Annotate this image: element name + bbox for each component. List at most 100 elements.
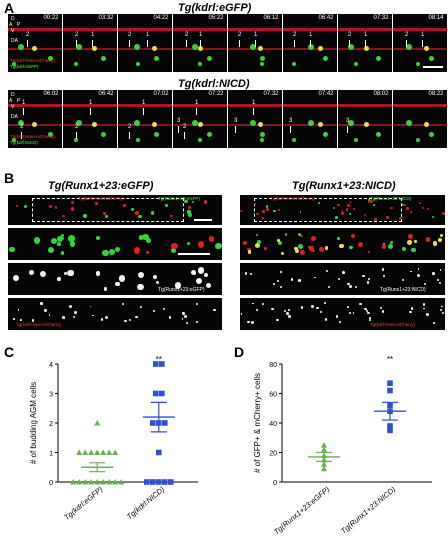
cell-blob bbox=[357, 242, 363, 248]
cell-blob bbox=[257, 240, 262, 245]
panel-b-left-gfp-zoom: Tg(Runx1+23:eGFP) bbox=[8, 263, 222, 295]
cell-blob bbox=[101, 56, 106, 61]
cell-blob bbox=[438, 282, 441, 285]
cell-blob bbox=[74, 62, 78, 66]
cell-blob bbox=[76, 44, 82, 50]
cell-blob bbox=[186, 242, 190, 246]
cell-blob bbox=[335, 216, 338, 219]
cell-blob bbox=[250, 120, 256, 126]
da-label: DA bbox=[11, 38, 18, 44]
cell-blob bbox=[206, 282, 212, 288]
cell-blob bbox=[277, 208, 280, 211]
cell-blob bbox=[168, 315, 172, 319]
cell-blob bbox=[324, 302, 327, 305]
timestamp: 07:22 bbox=[208, 91, 224, 97]
orientation-p: P bbox=[17, 98, 21, 104]
data-point-triangle bbox=[88, 449, 95, 455]
cell-blob bbox=[335, 315, 339, 318]
cell-blob bbox=[100, 317, 104, 321]
cell-blob bbox=[368, 317, 371, 320]
cell-blob bbox=[135, 315, 139, 319]
panel-b-left-mcherry-zoom: Tg(kdrl:Hras-mCherry) bbox=[8, 298, 222, 330]
cell-blob bbox=[288, 315, 291, 318]
data-point-triangle bbox=[76, 449, 83, 455]
cell-blob bbox=[406, 44, 412, 50]
cell-blob bbox=[406, 207, 409, 210]
y-tick-label: 80 bbox=[269, 362, 277, 369]
cell-blob bbox=[431, 272, 435, 275]
timestamp: 07:32 bbox=[373, 15, 389, 21]
x-category-label: Tg(kdrl:NICD) bbox=[125, 484, 167, 521]
cell-number-label: 1 bbox=[195, 100, 199, 106]
cell-blob bbox=[13, 274, 20, 281]
y-tick-label: 2 bbox=[49, 421, 53, 428]
data-point-triangle bbox=[94, 479, 101, 485]
cell-blob bbox=[264, 246, 267, 250]
cell-blob bbox=[385, 215, 389, 219]
panel-c-chart: 0 1 2 3 4 # of budding AGM cells Tg(kdrl:eGFP)… bbox=[29, 355, 198, 522]
cell-blob bbox=[294, 246, 299, 251]
timelapse-frame: 06:42 2 1 bbox=[283, 14, 337, 72]
cell-blob bbox=[379, 306, 383, 310]
cell-blob bbox=[328, 285, 331, 289]
cell-blob bbox=[337, 236, 341, 240]
cell-blob bbox=[319, 247, 324, 252]
cell-blob bbox=[341, 271, 345, 274]
cell-blob bbox=[195, 277, 202, 285]
cell-blob bbox=[40, 270, 46, 277]
vessel-line bbox=[228, 104, 282, 107]
data-point-square bbox=[162, 479, 168, 485]
cell-blob bbox=[43, 308, 47, 312]
panel-b-right-title: Tg(Runx1+23:NICD) bbox=[292, 180, 396, 192]
zoom-box bbox=[254, 198, 402, 222]
cell-blob bbox=[423, 283, 426, 286]
data-point-triangle bbox=[118, 479, 125, 485]
vessel-line bbox=[283, 28, 337, 31]
cell-blob bbox=[348, 311, 352, 315]
data-point-triangle bbox=[321, 465, 327, 472]
cell-number-label: 1 bbox=[254, 32, 258, 38]
cell-blob bbox=[425, 237, 431, 242]
cell-blob bbox=[31, 318, 35, 322]
vessel-line bbox=[8, 28, 62, 31]
cell-blob bbox=[365, 309, 369, 313]
cell-blob bbox=[323, 56, 328, 61]
cell-blob bbox=[152, 122, 157, 127]
cell-blob bbox=[401, 279, 405, 282]
cell-blob bbox=[92, 122, 97, 127]
cell-blob bbox=[369, 200, 373, 204]
vessel-line bbox=[338, 104, 392, 107]
cell-blob bbox=[366, 281, 370, 284]
cell-blob bbox=[349, 245, 353, 250]
arrow-icon bbox=[239, 40, 240, 47]
cell-blob bbox=[54, 206, 58, 209]
vessel-line bbox=[173, 104, 227, 107]
cell-blob bbox=[283, 309, 287, 312]
cell-blob bbox=[314, 276, 317, 279]
cell-blob bbox=[338, 278, 341, 281]
panel-b-right-mcherry-zoom: Tg(kdrl:Hras-mCherry) bbox=[240, 298, 445, 330]
cell-blob bbox=[352, 312, 355, 315]
cell-blob bbox=[128, 318, 132, 322]
cell-blob bbox=[153, 274, 158, 279]
cell-blob bbox=[198, 62, 202, 66]
cell-blob bbox=[318, 46, 323, 51]
cell-blob bbox=[209, 236, 215, 242]
cell-blob bbox=[74, 138, 78, 142]
data-point-square bbox=[159, 390, 165, 397]
significance-label: ** bbox=[387, 355, 393, 364]
cell-blob bbox=[171, 242, 178, 250]
data-point-square bbox=[153, 361, 159, 367]
vessel-line bbox=[338, 28, 392, 31]
cell-number-label: 1 bbox=[91, 32, 95, 38]
cell-blob bbox=[364, 122, 369, 127]
cell-blob bbox=[48, 56, 53, 61]
cell-blob bbox=[256, 213, 259, 216]
cell-blob bbox=[95, 236, 100, 241]
orientation-a: A bbox=[9, 98, 13, 104]
cell-blob bbox=[324, 246, 329, 250]
cell-blob bbox=[115, 281, 120, 287]
cell-blob bbox=[256, 309, 258, 312]
panel-b-letter: B bbox=[4, 170, 15, 186]
cell-blob bbox=[138, 214, 142, 219]
